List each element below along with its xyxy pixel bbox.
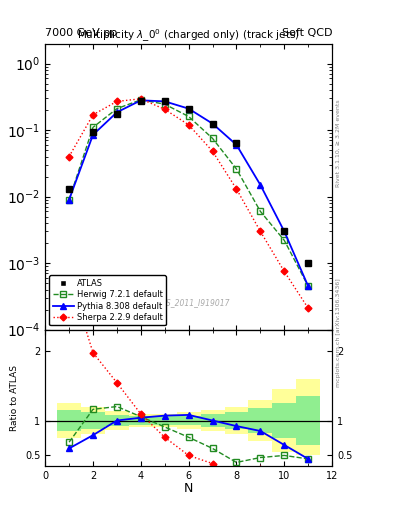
Text: ATLAS_2011_I919017: ATLAS_2011_I919017: [147, 298, 230, 307]
Y-axis label: Ratio to ATLAS: Ratio to ATLAS: [10, 365, 19, 431]
Legend: ATLAS, Herwig 7.2.1 default, Pythia 8.308 default, Sherpa 2.2.9 default: ATLAS, Herwig 7.2.1 default, Pythia 8.30…: [50, 275, 166, 326]
Text: Rivet 3.1.10, ≥ 3.2M events: Rivet 3.1.10, ≥ 3.2M events: [336, 99, 341, 187]
Title: Multiplicity $\lambda\_0^0$ (charged only) (track jets): Multiplicity $\lambda\_0^0$ (charged onl…: [77, 27, 300, 44]
Text: 7000 GeV pp: 7000 GeV pp: [45, 28, 118, 38]
Text: mcplots.cern.ch [arXiv:1306.3436]: mcplots.cern.ch [arXiv:1306.3436]: [336, 279, 341, 387]
Text: Soft QCD: Soft QCD: [282, 28, 332, 38]
X-axis label: N: N: [184, 482, 193, 495]
